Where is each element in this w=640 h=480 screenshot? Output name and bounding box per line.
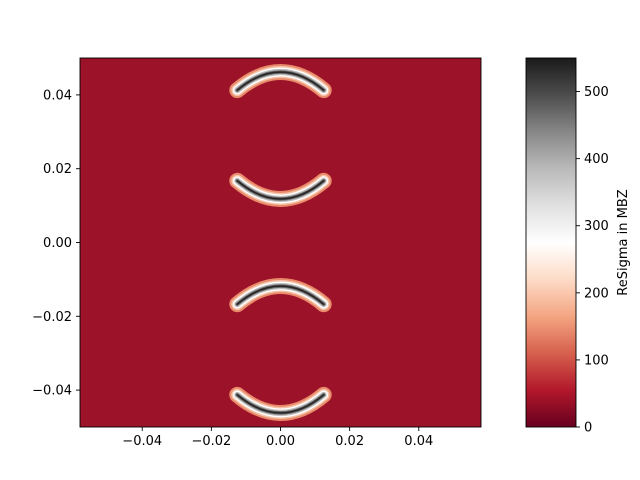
x-tick-label: −0.02 [191,434,231,449]
y-tick-label: 0.04 [43,88,72,103]
x-tick-label: 0.04 [404,434,433,449]
heatmap-features [229,64,332,421]
crescent-feature-4 [229,386,332,421]
heatmap-background [80,58,481,427]
colorbar-tick-label: 100 [584,353,609,368]
colorbar: 0 100 200 300 400 500 ReSigma in MBZ [525,57,631,436]
crescent-feature-3 [229,278,332,313]
crescent-feature-1 [229,64,332,99]
colorbar-tick-label: 400 [584,152,609,167]
colorbar-tick-label: 500 [584,85,609,100]
y-tick-label: −0.04 [32,384,72,399]
x-tick-label: −0.04 [122,434,162,449]
x-tick-label: 0.00 [266,434,295,449]
colorbar-tick-label: 0 [584,421,592,436]
crescent-band-6 [236,285,325,306]
y-axis: 0.04 0.02 0.00 −0.02 −0.04 [32,88,80,399]
crescent-feature-2 [229,172,332,207]
y-tick-label: 0.00 [43,236,72,251]
y-tick-label: 0.02 [43,162,72,177]
colorbar-tick-label: 200 [584,286,609,301]
colorbar-label: ReSigma in MBZ [616,189,631,295]
x-tick-label: 0.02 [335,434,364,449]
crescent-band-6 [236,179,325,200]
crescent-band-6 [236,71,325,91]
colorbar-tick-label: 300 [584,219,609,234]
plot-area [79,57,482,428]
x-axis: −0.04 −0.02 0.00 0.02 0.04 [122,427,433,449]
crescent-band-6 [236,394,325,414]
y-tick-label: −0.02 [32,310,72,325]
colorbar-gradient [525,57,577,428]
